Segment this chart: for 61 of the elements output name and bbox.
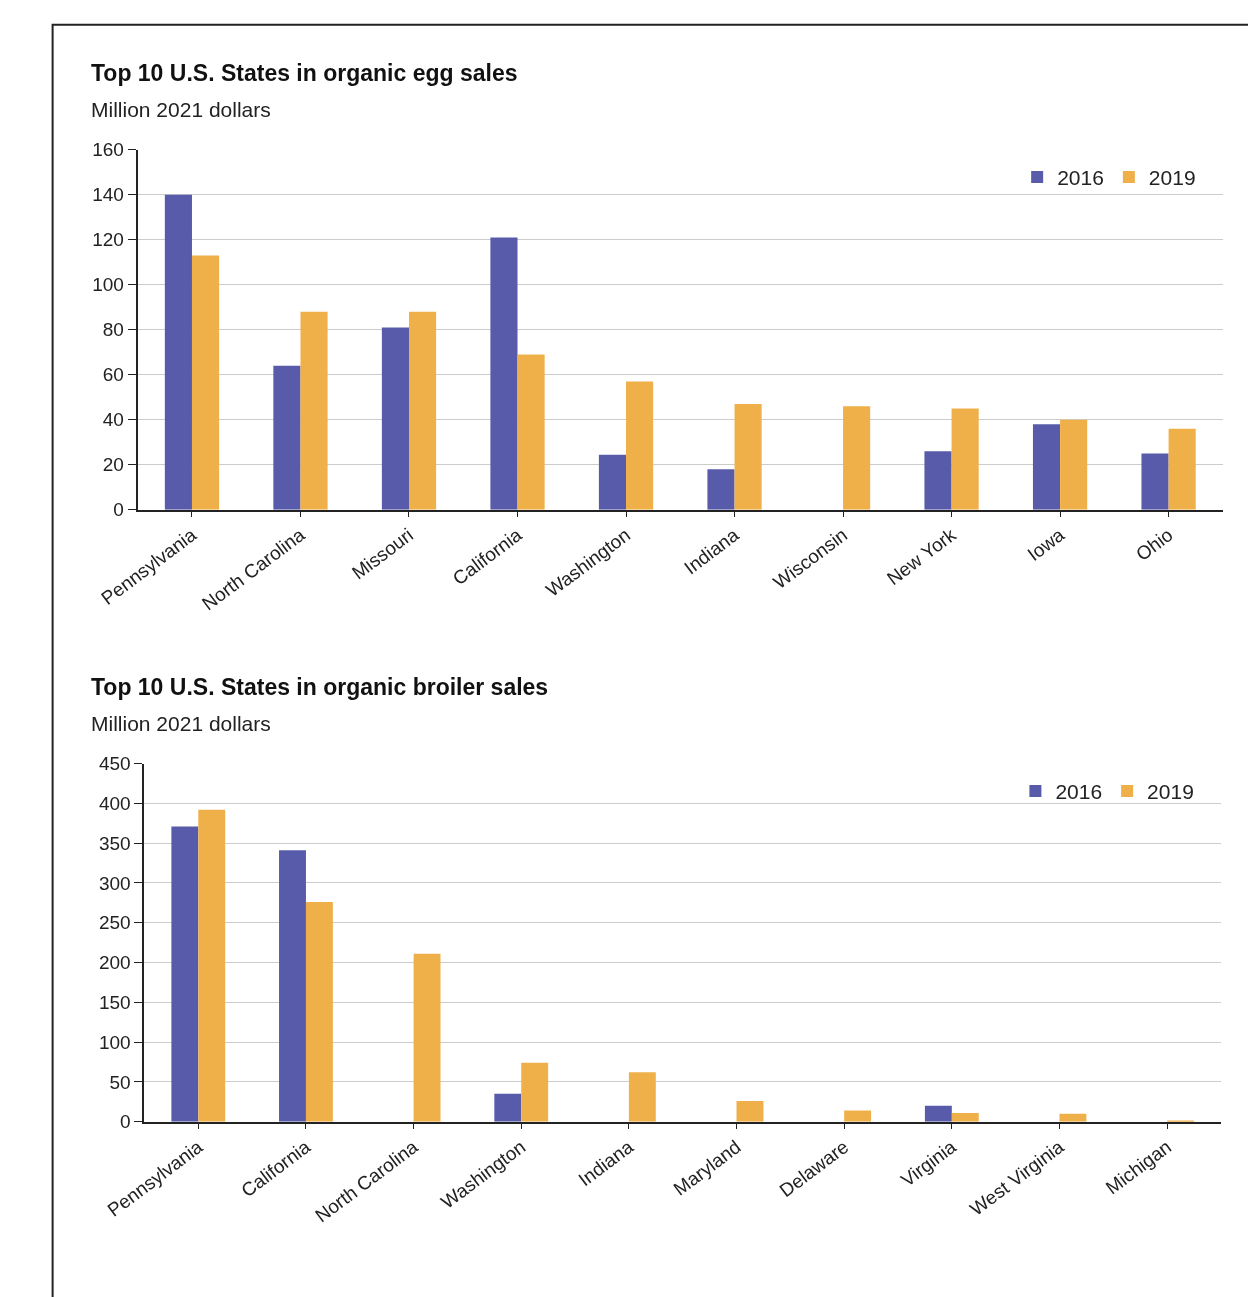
y-tick-label: 20: [102, 454, 124, 476]
bar: [490, 237, 518, 510]
bar: [951, 408, 979, 510]
bar: [1032, 424, 1061, 510]
chart-subtitle: Million 2021 dollars: [91, 712, 271, 735]
y-tick-label: 50: [109, 1071, 131, 1093]
bar: [273, 365, 301, 510]
bar: [171, 826, 199, 1122]
bar: [628, 1072, 656, 1122]
bar: [707, 469, 735, 510]
chart-title: Top 10 U.S. States in organic egg sales: [91, 60, 518, 86]
bar: [191, 255, 220, 510]
y-tick-label: 0: [113, 499, 124, 521]
bar: [279, 850, 306, 1122]
chart-title: Top 10 U.S. States in organic broiler sales: [91, 674, 549, 700]
y-tick-label: 80: [102, 319, 124, 341]
chart-subtitle: Million 2021 dollars: [91, 98, 271, 121]
y-tick-label: 150: [98, 991, 131, 1013]
bar: [305, 902, 333, 1122]
y-tick-label: 0: [120, 1111, 131, 1133]
bar: [413, 953, 441, 1122]
y-tick-label: 40: [102, 409, 124, 431]
bar: [844, 1110, 872, 1122]
y-tick-label: 160: [92, 139, 124, 161]
y-tick-label: 300: [98, 872, 131, 894]
y-tick-label: 100: [92, 274, 124, 296]
bar: [924, 1105, 952, 1122]
bar: [381, 327, 409, 510]
bar: [951, 1112, 979, 1122]
bar: [924, 451, 952, 510]
x-tick-label: Ohio: [1132, 524, 1177, 566]
bar: [843, 406, 871, 510]
bar: [494, 1093, 522, 1122]
y-tick-label: 450: [98, 753, 131, 775]
bar: [626, 381, 654, 510]
y-tick-label: 250: [98, 912, 131, 934]
y-tick-label: 100: [98, 1031, 131, 1053]
bar: [198, 809, 226, 1122]
bar: [408, 311, 437, 510]
bar: [1141, 453, 1169, 510]
legend-label: 2016: [1055, 780, 1103, 804]
bar: [1060, 419, 1088, 510]
legend-label: 2019: [1148, 166, 1196, 190]
bar: [521, 1062, 549, 1122]
bar: [164, 194, 192, 510]
y-tick-label: 400: [98, 793, 131, 815]
y-tick-label: 120: [92, 229, 124, 251]
x-tick-label: Iowa: [1023, 523, 1069, 566]
bar: [517, 354, 545, 510]
bar: [734, 404, 762, 510]
bar: [736, 1101, 764, 1122]
y-tick-label: 140: [92, 184, 124, 206]
legend-label: 2019: [1147, 780, 1194, 804]
bar: [300, 311, 328, 510]
y-tick-label: 350: [98, 832, 131, 854]
y-tick-label: 200: [98, 952, 131, 974]
bar: [598, 454, 627, 510]
legend-label: 2016: [1057, 166, 1104, 190]
bar: [1168, 428, 1196, 510]
x-tick-label: New York: [882, 523, 961, 590]
y-tick-label: 60: [102, 364, 124, 386]
